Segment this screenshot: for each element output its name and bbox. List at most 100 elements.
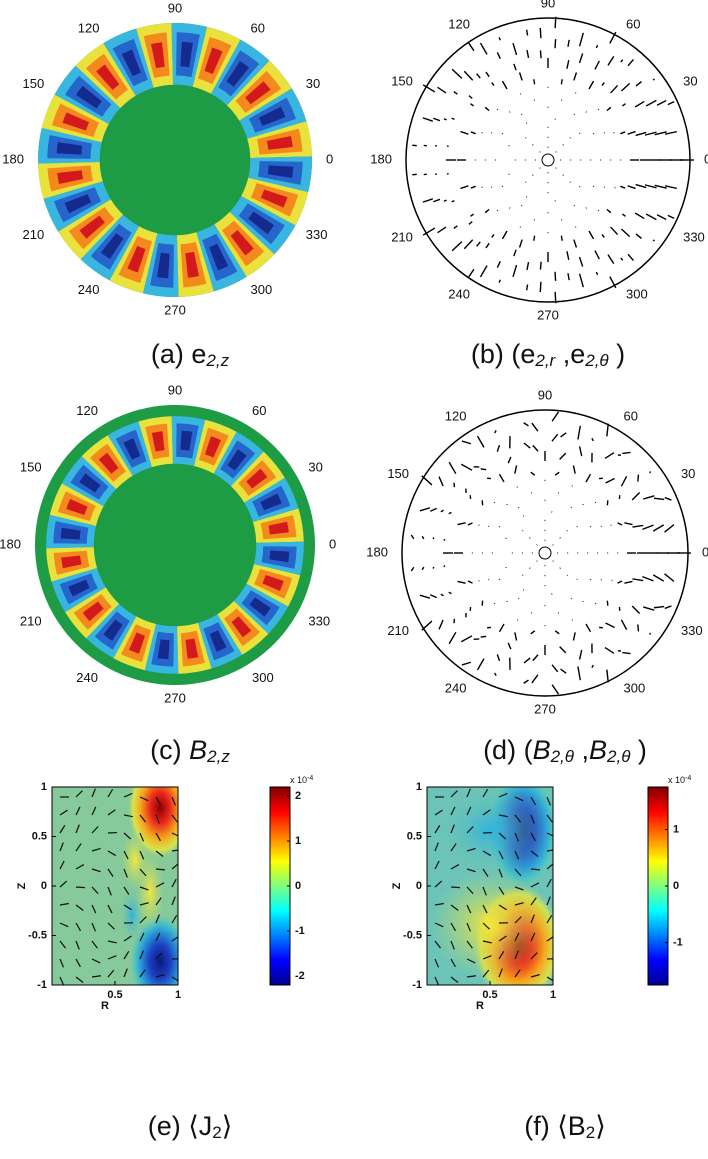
vector-arrow — [525, 137, 527, 139]
vector-arrow — [422, 84, 436, 93]
vector-arrow — [107, 922, 115, 930]
vector-arrow — [594, 602, 597, 605]
vector-arrow — [635, 81, 642, 87]
vector-arrow — [607, 56, 615, 66]
angle-tick-label: 330 — [683, 229, 705, 244]
vector-arrow — [482, 850, 492, 857]
field-lobe — [246, 468, 268, 489]
vector-arrow — [642, 606, 655, 611]
vector-arrow — [521, 204, 523, 207]
vector-arrow — [546, 796, 551, 806]
vector-arrow — [482, 922, 490, 930]
field-lobe — [204, 47, 223, 75]
caption: (d) (B2,θ ,B2,θ ) — [483, 735, 647, 765]
vector-arrow — [594, 250, 600, 260]
field-lobe — [230, 230, 254, 256]
vector-arrow — [123, 951, 130, 960]
angle-tick-label: 210 — [387, 623, 409, 638]
field-lobe — [260, 189, 288, 208]
field-lobe — [82, 601, 104, 622]
vector-arrow — [664, 573, 675, 582]
vector-arrow — [139, 868, 147, 877]
vector-arrow — [450, 976, 459, 983]
angle-tick-label: 180 — [0, 536, 21, 551]
vector-arrow — [667, 100, 675, 106]
field-lobe — [64, 194, 92, 214]
vector-arrow — [139, 969, 146, 978]
vector-arrow — [667, 214, 675, 220]
vector-arrow — [433, 198, 441, 203]
vector-arrow — [627, 58, 634, 67]
vector-arrow — [451, 199, 455, 203]
angle-tick-label: 60 — [252, 403, 266, 418]
vector-arrow — [457, 580, 466, 584]
vector-arrow — [457, 522, 466, 526]
caption-part: ,e — [555, 339, 585, 369]
vector-arrow — [522, 530, 524, 532]
vector-arrow — [470, 185, 476, 189]
angle-tick-label: 180 — [2, 151, 24, 166]
vector-arrow — [585, 207, 587, 209]
vector-arrow — [443, 565, 446, 568]
vector-arrow — [498, 904, 507, 911]
vector-arrow — [526, 261, 530, 271]
caption-part: (a) e — [151, 339, 207, 369]
field-blob — [130, 914, 178, 985]
vector-arrow — [606, 423, 609, 437]
vector-arrow — [496, 108, 499, 111]
vector-arrow — [498, 968, 503, 978]
angle-tick-label: 90 — [538, 387, 552, 402]
colorbar-tick-label: 0 — [295, 880, 301, 892]
vector-arrow — [509, 207, 511, 209]
vector-arrow — [450, 790, 458, 798]
vector-arrow — [432, 566, 435, 569]
vector-arrow — [606, 669, 609, 683]
angle-tick-label: 120 — [76, 403, 98, 418]
vector-arrow — [642, 524, 654, 531]
vector-arrow — [539, 151, 541, 153]
vector-arrow — [59, 880, 68, 888]
caption-part: (b) (e — [471, 339, 536, 369]
colorbar-tick-label: -2 — [295, 970, 305, 982]
vector-arrow — [512, 42, 518, 56]
field-lobe — [205, 436, 221, 458]
vector-arrow — [480, 468, 487, 471]
vector-arrow — [595, 44, 599, 49]
field-lobe — [79, 473, 101, 493]
vector-arrow — [123, 792, 133, 798]
vector-arrow — [611, 579, 613, 581]
angle-tick-label: 300 — [624, 680, 646, 695]
field-lobe — [151, 42, 165, 69]
vector-arrow — [482, 940, 492, 944]
vector-arrow — [485, 242, 490, 249]
vector-arrow — [546, 878, 552, 888]
vector-arrow — [530, 914, 535, 924]
vector-arrow — [523, 442, 531, 449]
vector-arrow — [571, 485, 573, 487]
vector-arrow — [562, 174, 564, 176]
vector-arrow — [572, 465, 576, 474]
vector-arrow — [601, 234, 605, 238]
vector-arrow — [622, 213, 626, 217]
vector-arrow — [450, 806, 456, 816]
vector-arrow — [624, 522, 633, 526]
vector-arrow — [437, 226, 447, 234]
vector-arrow — [482, 809, 491, 816]
angle-tick-label: 0 — [326, 151, 333, 166]
vector-arrow — [652, 524, 665, 532]
vector-arrow — [498, 792, 508, 798]
vector-arrow — [171, 849, 178, 852]
vector-arrow — [585, 623, 592, 633]
vector-arrow — [75, 790, 83, 798]
vector-arrow — [479, 42, 488, 55]
vector-arrow — [139, 814, 147, 823]
vector-arrow — [530, 897, 537, 906]
angle-tick-label: 180 — [366, 544, 388, 559]
vector-arrow — [570, 506, 572, 509]
vector-arrow — [438, 619, 444, 630]
vector-arrow — [493, 501, 496, 504]
field-lobe — [209, 243, 229, 271]
vector-arrow — [496, 444, 501, 452]
field-lobe — [262, 575, 284, 591]
vector-arrow — [634, 212, 645, 220]
